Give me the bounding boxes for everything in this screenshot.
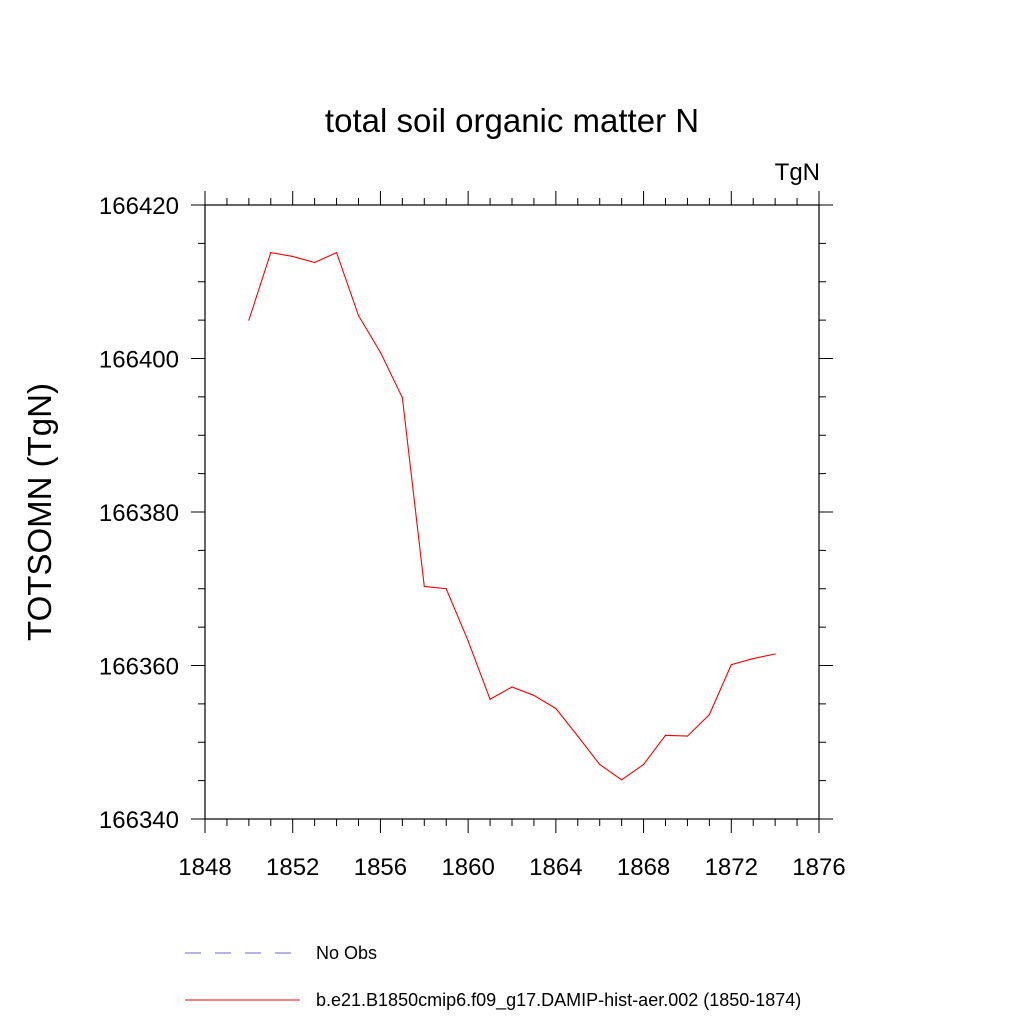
legend-label-series: b.e21.B1850cmip6.f09_g17.DAMIP-hist-aer.… [316, 990, 801, 1011]
y-tick-label: 166340 [99, 807, 179, 834]
y-tick-label: 166400 [99, 347, 179, 374]
data-point [379, 351, 382, 353]
data-point [686, 735, 689, 737]
data-point [621, 779, 623, 781]
data-point [555, 707, 557, 710]
plot-frame [204, 204, 820, 820]
axis-ticks [191, 191, 833, 833]
x-tick-label: 1876 [792, 854, 845, 881]
chart-title: total soil organic matter N [325, 102, 699, 139]
x-tick-label: 1852 [266, 854, 319, 881]
axis-tick-labels: 1848 1852 1856 1860 1864 1868 1872 1876 166340 16… [99, 193, 846, 881]
x-tick-label: 1872 [705, 854, 758, 881]
data-point [533, 694, 535, 697]
data-point [423, 585, 425, 588]
data-point [489, 698, 491, 700]
data-point [730, 664, 732, 666]
y-tick-label: 166420 [99, 193, 179, 220]
data-point [401, 397, 403, 399]
data-point [577, 735, 579, 737]
series-line [248, 251, 776, 781]
data-point [752, 657, 754, 660]
data-point [314, 261, 316, 264]
data-point [445, 588, 447, 590]
data-point [599, 763, 601, 766]
data-point [664, 734, 667, 736]
y-tick-label: 166360 [99, 654, 179, 681]
data-point [357, 314, 360, 317]
x-tick-label: 1856 [354, 854, 407, 881]
data-point [642, 763, 645, 766]
legend: No Obs b.e21.B1850cmip6.f09_g17.DAMIP-hi… [185, 943, 801, 1011]
data-point [467, 640, 469, 642]
data-point [511, 686, 513, 688]
x-tick-label: 1864 [529, 854, 582, 881]
x-tick-label: 1848 [178, 854, 231, 881]
data-point [708, 714, 710, 716]
x-tick-label: 1860 [441, 854, 494, 881]
x-tick-label: 1868 [617, 854, 670, 881]
data-point [335, 251, 338, 254]
series-layer [248, 251, 776, 781]
data-point [774, 653, 776, 655]
data-point [270, 251, 272, 254]
units-label: TgN [775, 159, 820, 186]
y-tick-label: 166380 [99, 500, 179, 527]
data-point [248, 319, 250, 321]
legend-label-no-obs: No Obs [316, 943, 377, 963]
y-axis-label: TOTSOMN (TgN) [21, 383, 58, 641]
data-point [292, 255, 294, 258]
